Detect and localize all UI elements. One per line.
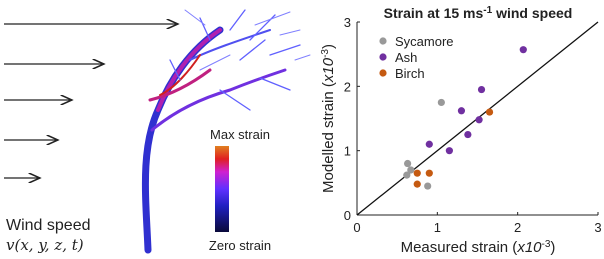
x-tick-label: 3 [594,220,601,235]
text-part: ) [550,239,555,256]
y-tick-label: 3 [344,15,351,30]
legend-label: Ash [395,50,417,65]
colorbar [215,146,229,232]
text-part: wind speed [492,5,572,21]
x-tick-label: 1 [434,220,441,235]
chart-title: Strain at 15 ms-1 wind speed [384,5,573,22]
point [520,46,527,53]
point [478,86,485,93]
legend-marker [379,69,386,76]
point [404,160,411,167]
point [426,141,433,148]
point [414,181,421,188]
text-part: x10 [320,57,337,83]
point [424,182,431,189]
y-tick-label: 2 [344,79,351,94]
point [476,116,483,123]
point [486,108,493,115]
wind-formula: v(x, y, z, t) [6,236,84,254]
colorbar-max: Max strain [210,127,270,142]
text-part: ) [320,44,337,49]
y-tick-label: 0 [344,208,351,223]
figure: Max strain Zero strain Wind speed v(x, y… [0,0,604,259]
legend-label: Birch [395,66,425,81]
legend-marker [379,53,386,60]
point [464,131,471,138]
point [407,166,414,173]
text-part: x10 [516,239,542,256]
point [446,147,453,154]
x-axis-label: Measured strain (x10-3) [401,239,556,257]
legend-marker [379,37,386,44]
point [438,99,445,106]
point [426,170,433,177]
x-tick-label: 2 [514,220,521,235]
point [414,170,421,177]
text-part: Measured strain ( [401,239,518,256]
legend-label: Sycamore [395,34,454,49]
point [458,107,465,114]
x-tick-label: 0 [353,220,360,235]
wind-label: Wind speed [6,217,91,234]
y-tick-label: 1 [344,144,351,159]
text-part: Strain at 15 ms [384,5,484,21]
colorbar-min: Zero strain [209,238,271,253]
text-part: Modelled strain ( [320,82,337,193]
scatter-plot: Strain at 15 ms-1 wind speed Measured str… [320,5,602,257]
y-axis-label: Modelled strain (x10-3) [320,44,338,193]
